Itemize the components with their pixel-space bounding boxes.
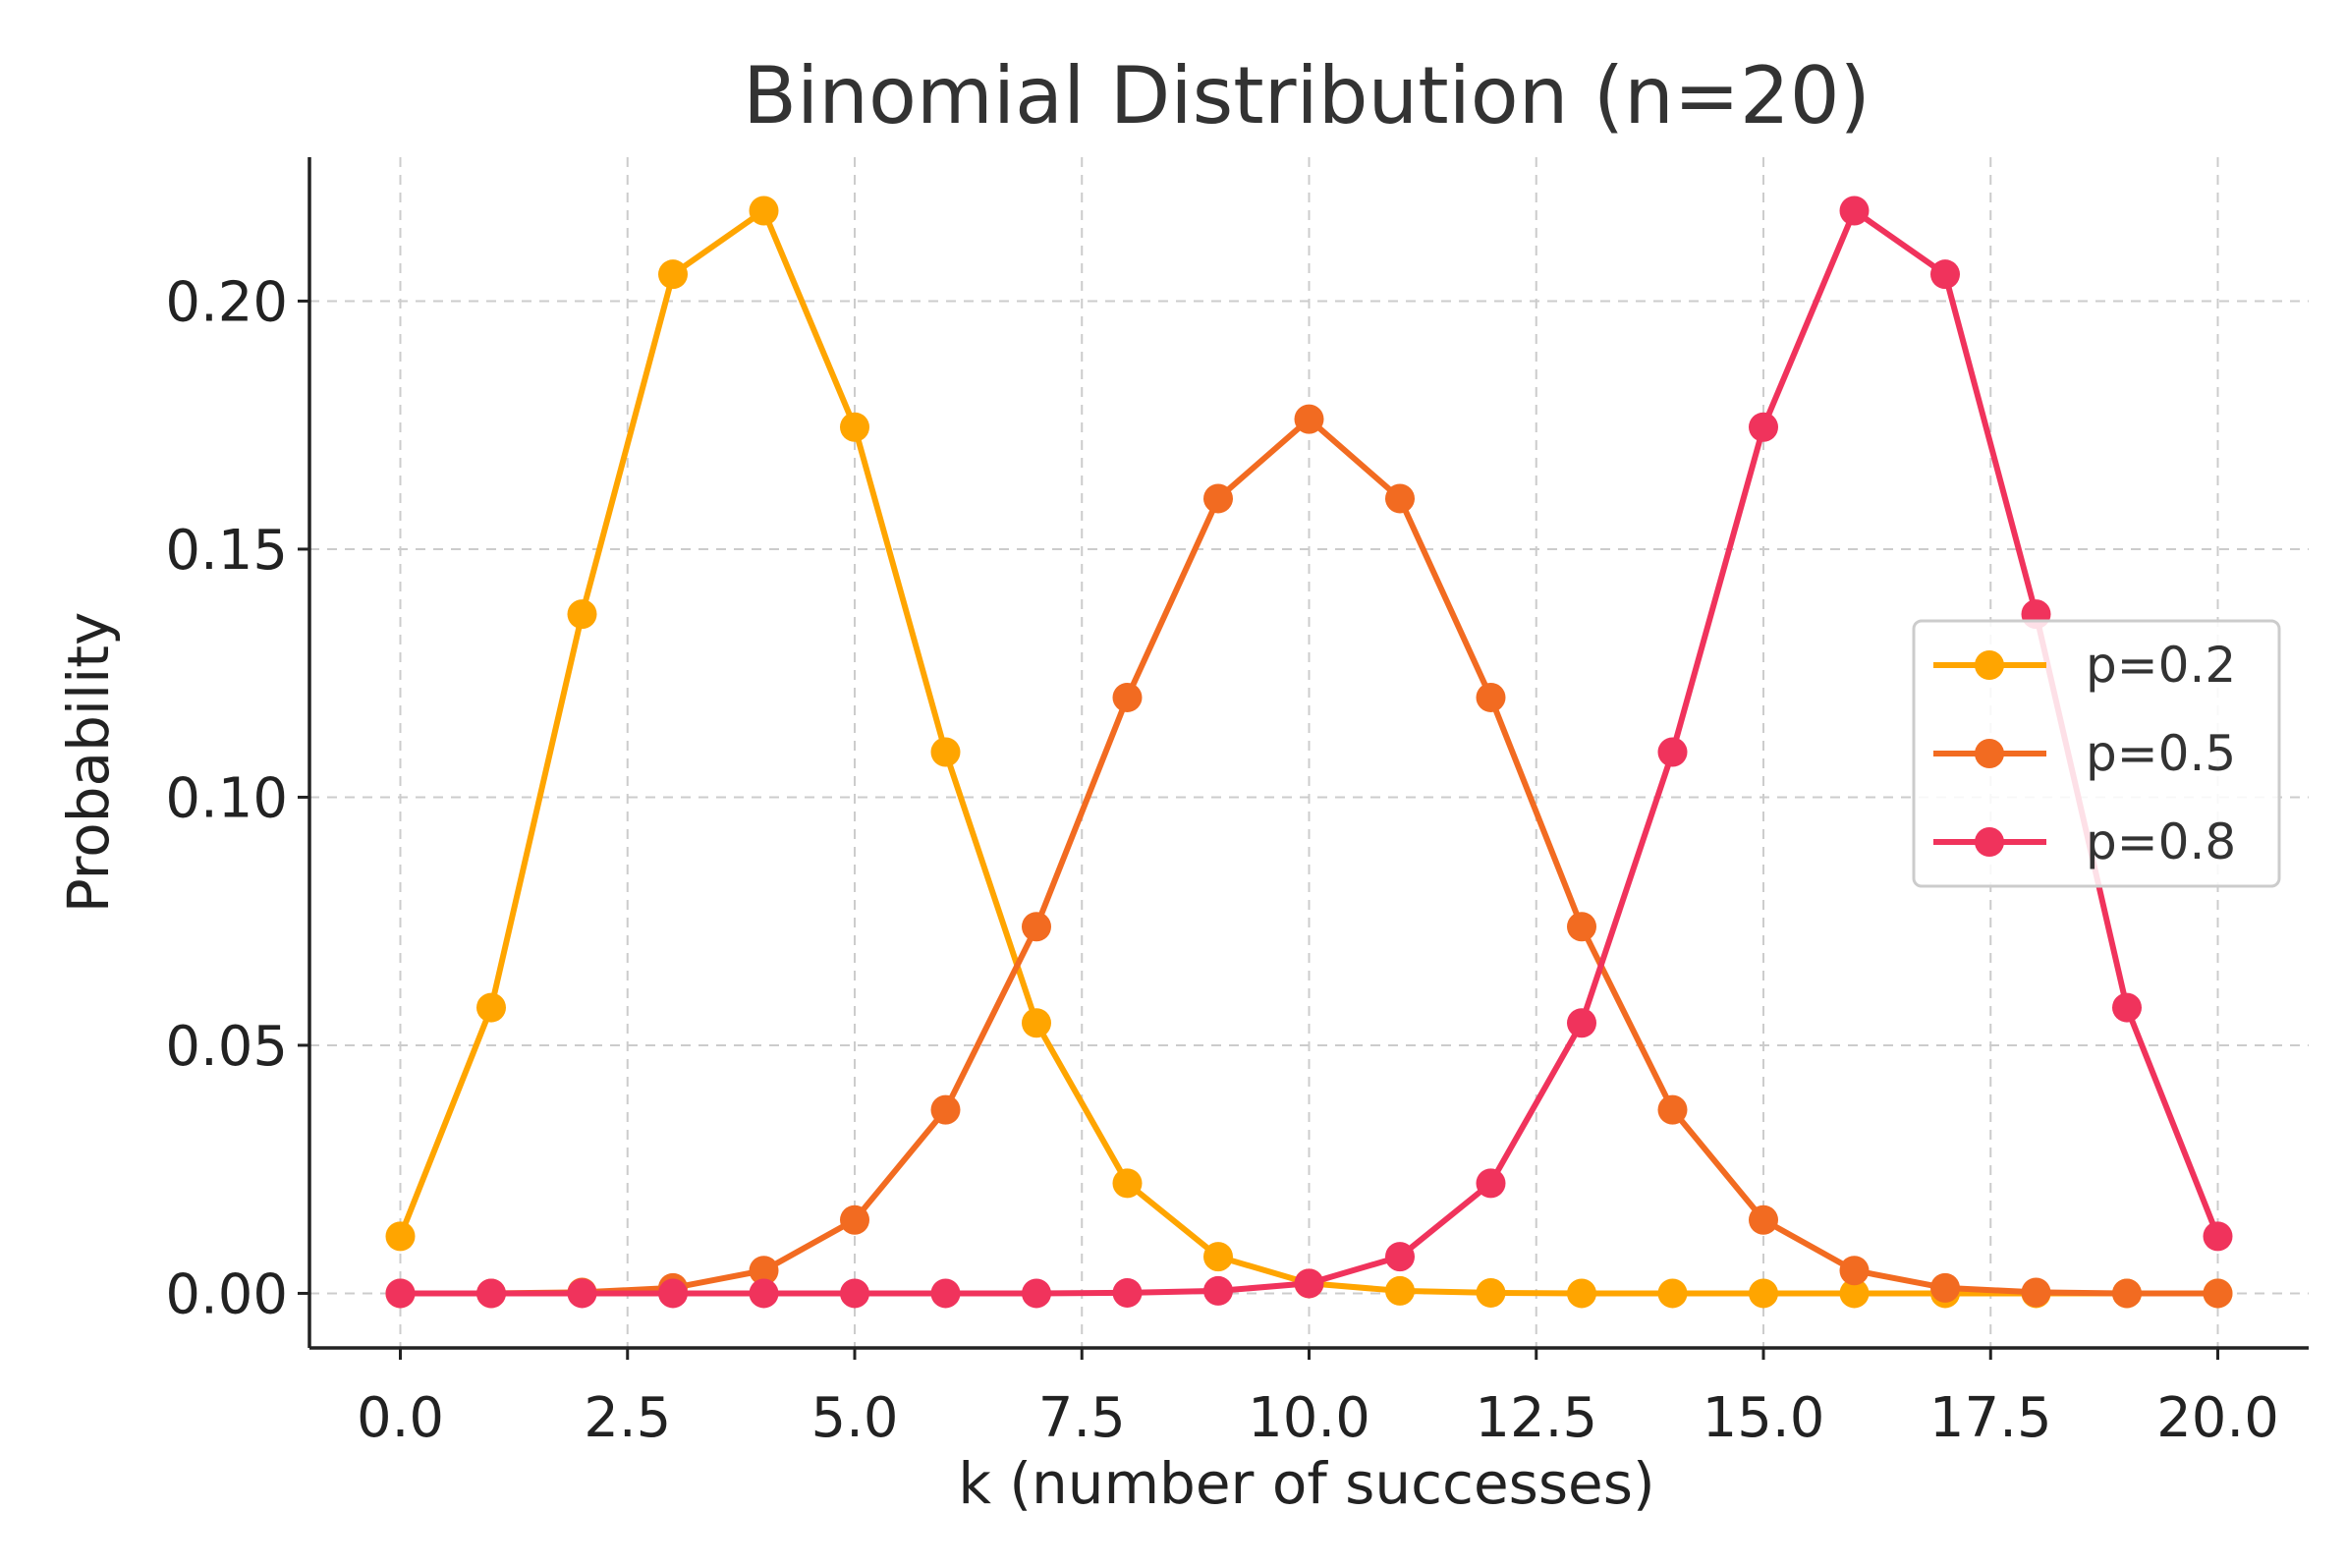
legend-label: p=0.2 (2086, 637, 2236, 694)
data-point (476, 1278, 506, 1309)
data-point (1930, 259, 1960, 290)
data-point (1839, 1278, 1870, 1309)
data-point (658, 1278, 688, 1309)
y-axis-label: Probability (55, 612, 122, 914)
x-tick-labels: 0.0 2.5 5.0 7.5 10.0 12.5 15.0 17.5 20.0 (357, 1386, 2279, 1450)
y-tick-label: 0.20 (165, 270, 288, 334)
data-point (567, 599, 597, 630)
x-tick-label: 17.5 (1929, 1386, 2052, 1450)
y-tick-label: 0.10 (165, 766, 288, 830)
legend-label: p=0.8 (2086, 813, 2236, 870)
x-tick-label: 2.5 (584, 1386, 671, 1450)
data-point (1657, 1278, 1688, 1309)
plot-series (385, 196, 2233, 1309)
legend-label: p=0.5 (2086, 725, 2236, 782)
y-tick-label: 0.15 (165, 519, 288, 583)
data-point (658, 259, 688, 290)
legend-swatch-marker (1975, 650, 2004, 680)
data-point (1385, 1275, 1415, 1306)
y-tick-label: 0.05 (165, 1015, 288, 1079)
legend-item: p=0.2 (1933, 637, 2236, 694)
data-point (1022, 1278, 1051, 1309)
data-point (1567, 1008, 1596, 1038)
x-tick-label: 12.5 (1475, 1386, 1597, 1450)
data-point (930, 1278, 961, 1309)
legend: p=0.2 p=0.5 p=0.8 (1912, 619, 2281, 888)
data-point (476, 992, 506, 1023)
legend-item: p=0.5 (1933, 725, 2236, 782)
series-p-0-8 (385, 196, 2233, 1309)
data-point (749, 196, 779, 226)
data-point (1294, 1268, 1324, 1299)
data-point (1022, 912, 1051, 942)
data-point (749, 1256, 779, 1286)
data-point (2203, 1278, 2233, 1309)
data-point (1930, 1272, 1960, 1303)
axes (298, 157, 2309, 1360)
data-point (1203, 483, 1233, 514)
x-tick-label: 0.0 (357, 1386, 444, 1450)
data-point (840, 412, 869, 442)
data-point (840, 1204, 869, 1235)
data-point (1749, 1278, 1778, 1309)
data-point (1839, 1256, 1870, 1286)
x-tick-label: 5.0 (810, 1386, 898, 1450)
data-point (385, 1278, 416, 1309)
data-point (1476, 682, 1506, 712)
data-point (2021, 1277, 2051, 1308)
legend-swatch-marker (1975, 827, 2004, 857)
x-tick-label: 10.0 (1248, 1386, 1370, 1450)
data-point (1657, 737, 1688, 767)
data-point (930, 1094, 961, 1125)
data-point (1749, 412, 1778, 442)
legend-item: p=0.8 (1933, 813, 2236, 870)
data-point (930, 737, 961, 767)
data-point (1385, 483, 1415, 514)
x-tick-label: 7.5 (1038, 1386, 1126, 1450)
x-axis-label: k (number of successes) (958, 1450, 1654, 1517)
data-point (2112, 992, 2142, 1023)
data-point (840, 1278, 869, 1309)
x-tick-label: 20.0 (2156, 1386, 2279, 1450)
data-point (1294, 404, 1324, 434)
data-point (1839, 196, 1870, 226)
data-point (1476, 1277, 1506, 1308)
x-tick-label: 15.0 (1703, 1386, 1825, 1450)
data-point (1112, 1168, 1143, 1199)
data-point (1203, 1242, 1233, 1272)
data-point (1657, 1094, 1688, 1125)
chart-title: Binomial Distribution (n=20) (743, 50, 1871, 141)
data-point (1385, 1242, 1415, 1272)
y-tick-labels: 0.00 0.05 0.10 0.15 0.20 (165, 270, 288, 1326)
data-point (1112, 1277, 1143, 1308)
legend-box (1912, 619, 2281, 888)
data-point (1203, 1275, 1233, 1306)
data-point (1476, 1168, 1506, 1199)
data-point (1567, 912, 1596, 942)
legend-swatch-marker (1975, 739, 2004, 768)
y-tick-label: 0.00 (165, 1262, 288, 1326)
data-point (749, 1278, 779, 1309)
data-point (1112, 682, 1143, 712)
data-point (385, 1221, 416, 1252)
data-point (567, 1278, 597, 1309)
data-point (1022, 1008, 1051, 1038)
data-point (2112, 1278, 2142, 1309)
data-point (1567, 1278, 1596, 1309)
data-point (2203, 1221, 2233, 1252)
data-point (1749, 1204, 1778, 1235)
series-p-0-5 (385, 404, 2233, 1309)
